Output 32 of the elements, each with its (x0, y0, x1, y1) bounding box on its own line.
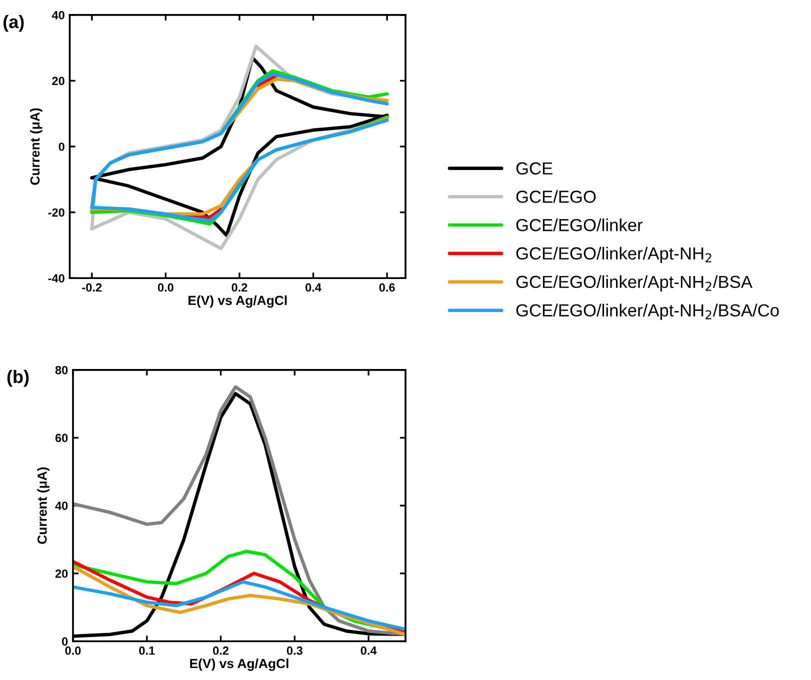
x-tick-label: 0.0 (158, 283, 174, 292)
legend-label: GCE/EGO/linker/Apt-NH$_{2}$ (516, 246, 712, 264)
y-axis-title: Current (μA) (30, 108, 42, 185)
x-axis-title: E(V) vs Ag/AgCl (190, 658, 288, 671)
x-tick-label: 0.0 (65, 646, 81, 655)
y-tick-label: -40 (48, 274, 64, 283)
y-tick-label: 0 (58, 142, 64, 151)
y-tick-label: 20 (52, 76, 64, 86)
y-tick-label: 80 (55, 366, 68, 374)
y-tick-label: 20 (55, 569, 68, 578)
legend-label: GCE/EGO/linker/Apt-NH$_{2}$/BSA/Co (516, 304, 779, 320)
x-tick-label: 0.4 (306, 283, 322, 292)
y-axis-title: Current (μA) (37, 467, 50, 544)
x-tick-label: -0.2 (82, 283, 102, 292)
y-tick-label: 0 (62, 637, 68, 646)
y-tick-label: 40 (52, 10, 64, 20)
chart-title: (b) (7, 370, 29, 387)
x-tick-label: 0.4 (360, 646, 377, 655)
legend-label: GCE/EGO/linker (516, 218, 643, 232)
x-tick-label: 0.2 (213, 646, 229, 655)
chart-title: (a) (3, 14, 24, 32)
legend-label: GCE/EGO/linker/Apt-NH$_{2}$/BSA (516, 275, 752, 292)
y-tick-label: 40 (55, 502, 68, 510)
x-axis-title: E(V) vs Ag/AgCl (188, 295, 287, 308)
x-tick-label: 0.6 (379, 283, 395, 292)
x-tick-label: 0.2 (232, 283, 248, 292)
y-tick-label: 60 (55, 434, 68, 442)
legend-label: GCE (516, 162, 552, 175)
x-tick-label: 0.3 (286, 646, 302, 655)
y-tick-label: -20 (48, 208, 64, 217)
legend-label: GCE/EGO (516, 190, 596, 203)
x-tick-label: 0.1 (139, 646, 155, 655)
